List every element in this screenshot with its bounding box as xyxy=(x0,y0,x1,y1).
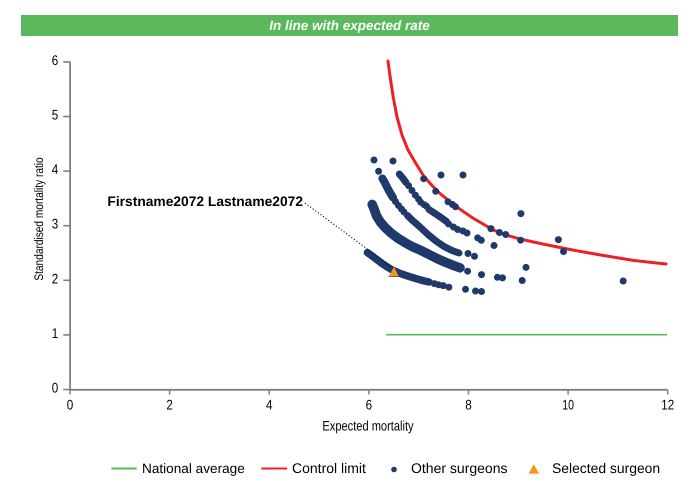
svg-text:12: 12 xyxy=(661,397,674,413)
svg-text:5: 5 xyxy=(52,107,59,123)
svg-text:10: 10 xyxy=(562,397,574,413)
svg-text:0: 0 xyxy=(67,397,74,413)
svg-text:8: 8 xyxy=(465,397,472,413)
svg-text:6: 6 xyxy=(366,397,373,413)
svg-text:Expected mortality: Expected mortality xyxy=(322,419,413,434)
svg-text:4: 4 xyxy=(52,161,59,177)
svg-text:National average: National average xyxy=(142,461,245,476)
svg-text:Selected surgeon: Selected surgeon xyxy=(552,460,660,476)
svg-text:0: 0 xyxy=(52,380,59,396)
svg-text:2: 2 xyxy=(52,270,59,286)
svg-text:Standardised mortality ratio: Standardised mortality ratio xyxy=(32,157,46,280)
svg-text:Other surgeons: Other surgeons xyxy=(411,460,508,476)
svg-text:4: 4 xyxy=(266,397,273,413)
svg-text:6: 6 xyxy=(52,52,59,68)
svg-text:2: 2 xyxy=(166,397,173,413)
svg-text:3: 3 xyxy=(52,216,59,232)
svg-text:1: 1 xyxy=(52,325,59,341)
svg-text:Firstname2072 Lastname2072: Firstname2072 Lastname2072 xyxy=(107,194,303,209)
svg-text:Control limit: Control limit xyxy=(292,460,366,476)
svg-text:In line with expected rate: In line with expected rate xyxy=(269,18,430,33)
